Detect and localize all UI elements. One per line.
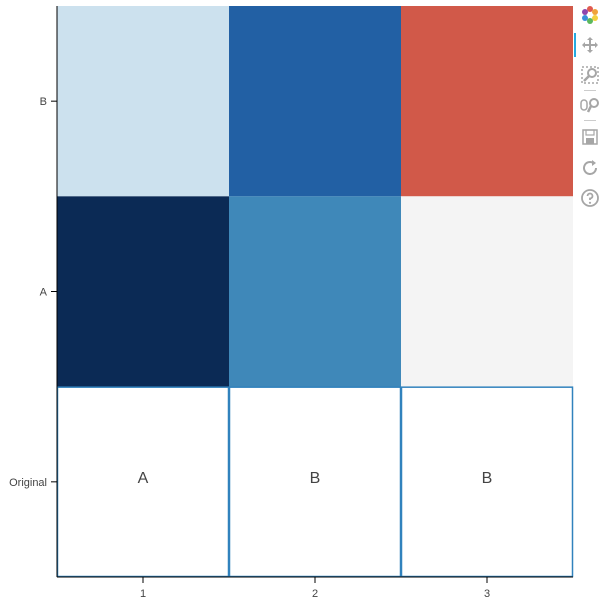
y-tick-label: B xyxy=(40,96,47,108)
x-tick-label: 1 xyxy=(140,588,146,600)
heatmap-cell xyxy=(401,6,573,197)
cell-label: A xyxy=(138,470,149,487)
x-tick-label: 3 xyxy=(484,588,490,600)
heatmap-cell xyxy=(229,196,401,387)
axes: 1 2 3 Original A B xyxy=(9,6,573,600)
wheel-zoom-tool-icon[interactable] xyxy=(579,94,601,116)
bokeh-logo-icon[interactable] xyxy=(579,4,601,26)
help-tool-icon[interactable] xyxy=(579,187,601,209)
pan-tool-icon[interactable] xyxy=(579,34,601,56)
box-zoom-tool-icon[interactable] xyxy=(579,64,601,86)
heatmap-cell xyxy=(400,386,574,578)
reset-tool-icon[interactable] xyxy=(579,157,601,179)
heatmap-plot: A B B 1 2 3 Original A B xyxy=(9,6,574,600)
y-tick-label: A xyxy=(40,287,48,299)
heatmap-cell xyxy=(401,196,573,387)
plot-toolbar xyxy=(574,0,604,220)
save-tool-icon[interactable] xyxy=(579,126,601,148)
heatmap-cell xyxy=(228,386,402,578)
cell-label: B xyxy=(482,470,493,487)
x-tick-label: 2 xyxy=(312,588,318,600)
heatmap-cell xyxy=(57,6,229,197)
y-tick-label: Original xyxy=(9,477,47,489)
heatmap-cell xyxy=(229,6,401,197)
toolbar-separator xyxy=(584,90,596,91)
heatmap-cell xyxy=(56,386,230,578)
toolbar-separator xyxy=(584,120,596,121)
cell-label: B xyxy=(310,470,321,487)
heatmap-cell xyxy=(57,196,229,387)
active-tool-indicator xyxy=(574,33,576,57)
